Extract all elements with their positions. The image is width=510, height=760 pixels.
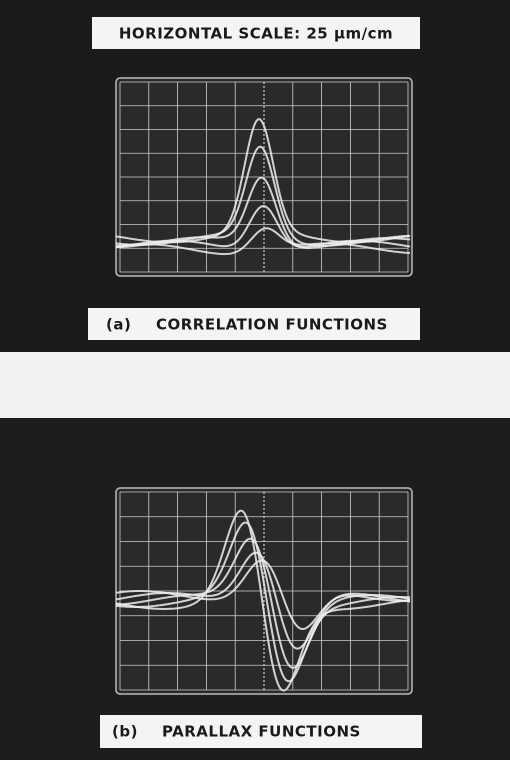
panel-label: (a) xyxy=(106,316,131,334)
page: HORIZONTAL SCALE: 25 μm/cm (a) CORRELATI… xyxy=(0,0,510,760)
panel-caption: CORRELATION FUNCTIONS xyxy=(156,316,388,334)
panel-caption: PARALLAX FUNCTIONS xyxy=(162,723,361,741)
panel-label: (b) xyxy=(112,723,138,741)
header-title: HORIZONTAL SCALE: 25 μm/cm xyxy=(119,25,393,43)
figure: HORIZONTAL SCALE: 25 μm/cm (a) CORRELATI… xyxy=(0,0,510,760)
